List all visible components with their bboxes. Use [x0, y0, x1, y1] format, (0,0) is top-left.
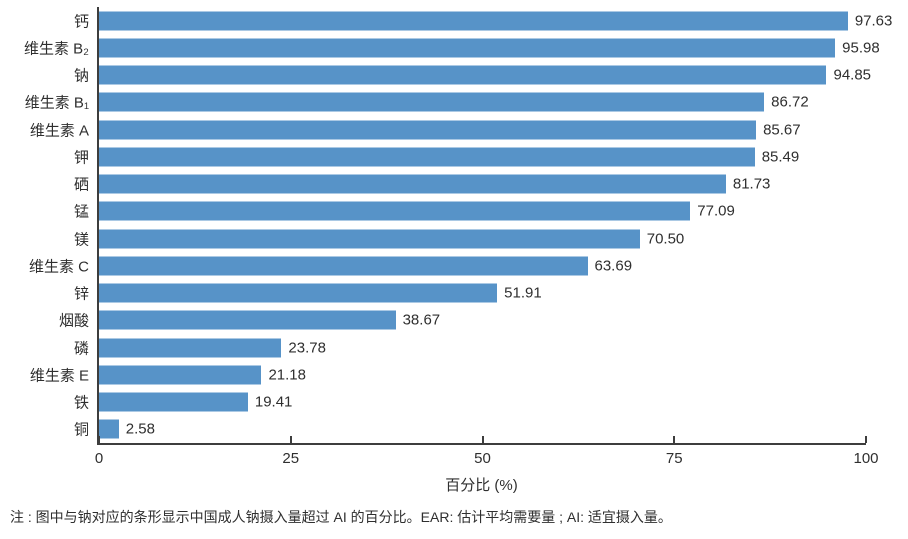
bar [99, 65, 827, 85]
bar [99, 283, 498, 303]
bar [99, 120, 757, 140]
bar-row: 烟酸 38.67 [59, 307, 866, 334]
bar-value-label: 38.67 [402, 311, 441, 329]
y-axis-label: 锌 [73, 285, 89, 303]
y-axis-label: 锰 [73, 203, 89, 221]
bar-value-label: 77.09 [697, 202, 735, 220]
bar-row: 锌 51.91 [74, 280, 866, 307]
x-tick-mark [98, 436, 100, 443]
y-axis-label: 钠 [73, 67, 89, 85]
bar-value-label: 95.98 [842, 39, 880, 57]
bar-value-label: 81.73 [732, 175, 771, 193]
y-axis-label: 维生素 B₁ [24, 94, 89, 112]
x-tick-mark [481, 436, 484, 443]
bar-row: 维生素 E 21.18 [30, 361, 866, 388]
bar-row: 锰 77.09 [74, 198, 866, 225]
bar [99, 419, 119, 439]
x-tick-mark [289, 436, 292, 443]
y-axis-label: 钙 [73, 13, 89, 31]
bar [99, 392, 248, 412]
bar-chart-plot-area: 钙 97.63 维生素 B₂ 95.98 钠 94.85 维生素 B₁ 86.7… [24, 7, 892, 467]
y-axis-label: 维生素 C [28, 258, 89, 276]
y-axis-label: 维生素 B₂ [24, 40, 89, 58]
bar-value-label: 85.67 [763, 121, 801, 139]
footnote: 注 : 图中与钠对应的条形显示中国成人钠摄入量超过 AI 的百分比。EAR: 估… [10, 509, 672, 525]
bar-row: 铁 19.41 [74, 389, 866, 416]
bar [99, 365, 262, 385]
bar-value-label: 94.85 [833, 66, 872, 84]
bar-value-label: 86.72 [771, 93, 809, 111]
y-axis-label: 维生素 A [29, 122, 89, 140]
x-tick-label: 75 [665, 450, 683, 467]
y-axis-label: 磷 [73, 340, 89, 358]
y-axis-label: 镁 [73, 231, 89, 249]
bar [99, 11, 848, 31]
y-axis-label: 铜 [73, 421, 89, 439]
bar-row: 铜 2.58 [74, 416, 866, 443]
bar-row: 钙 97.63 [74, 7, 892, 34]
bar-value-label: 23.78 [288, 339, 326, 357]
bar-row: 维生素 B₂ 95.98 [24, 34, 880, 61]
bar-value-label: 2.58 [125, 420, 155, 438]
bar-row: 镁 70.50 [74, 225, 866, 252]
x-tick-label: 100 [853, 450, 879, 467]
bar-value-label: 63.69 [594, 257, 633, 275]
bar [99, 38, 836, 58]
y-axis-label: 铁 [73, 394, 89, 412]
x-tick-mark [673, 436, 676, 443]
y-axis-label: 硒 [73, 176, 89, 194]
bar [99, 338, 282, 358]
bar-value-label: 21.18 [268, 366, 306, 384]
bar [99, 147, 755, 167]
x-tick-label: 0 [94, 450, 104, 467]
y-axis-label: 烟酸 [58, 312, 89, 330]
x-axis-title: 百分比 (%) [445, 477, 518, 494]
x-tick-label: 25 [282, 450, 300, 467]
y-axis-label: 维生素 E [29, 367, 89, 385]
plot-rows: 钙 97.63 维生素 B₂ 95.98 钠 94.85 维生素 B₁ 86.7… [24, 7, 892, 443]
bar-value-label: 19.41 [254, 393, 293, 411]
bar-value-label: 70.50 [646, 230, 685, 248]
bar [99, 256, 588, 276]
x-tick-label: 50 [474, 450, 491, 467]
bar-row: 磷 23.78 [74, 334, 866, 361]
bar [99, 201, 691, 221]
bar-value-label: 85.49 [761, 148, 800, 166]
bar-row: 钾 85.49 [74, 143, 866, 170]
bar [99, 92, 765, 112]
bar-value-label: 97.63 [854, 12, 893, 30]
bar-row: 维生素 C 63.69 [29, 252, 866, 279]
y-axis-label: 钾 [73, 149, 89, 167]
bar-row: 硒 81.73 [74, 171, 866, 198]
x-tick-mark [865, 436, 867, 443]
bar-row: 钠 94.85 [74, 62, 871, 89]
bar-row: 维生素 A 85.67 [30, 116, 866, 143]
bar-row: 维生素 B₁ 86.72 [25, 89, 866, 116]
bar-value-label: 51.91 [504, 284, 542, 302]
bar [99, 310, 396, 330]
bar [99, 229, 640, 249]
bar [99, 174, 726, 194]
